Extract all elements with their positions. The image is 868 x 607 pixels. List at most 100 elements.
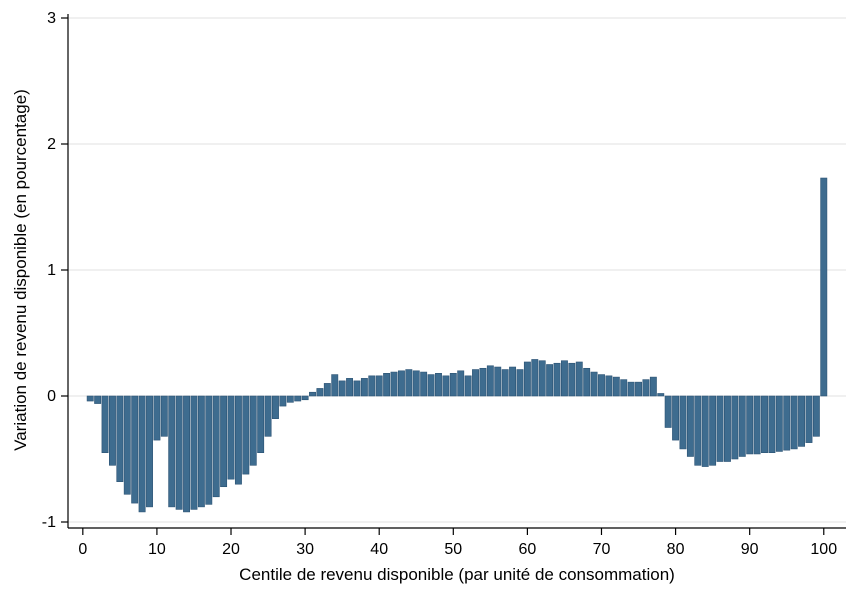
x-tick-label: 80 — [667, 541, 685, 558]
bar — [598, 374, 605, 397]
bar — [783, 395, 791, 451]
x-tick-label: 10 — [148, 541, 166, 558]
bar — [405, 369, 413, 397]
bar — [309, 391, 316, 397]
bar — [190, 395, 198, 510]
bar — [397, 370, 405, 397]
x-tick-label: 40 — [370, 541, 388, 558]
bar — [531, 359, 539, 397]
bar — [649, 376, 657, 397]
bar — [138, 395, 146, 513]
x-axis-title: Centile de revenu disponible (par unité … — [239, 565, 675, 584]
bar — [123, 395, 131, 495]
bar — [205, 395, 213, 505]
bar — [449, 373, 457, 397]
y-axis-title: Variation de revenu disponible (en pourc… — [11, 89, 30, 451]
bar — [227, 395, 235, 480]
bar — [472, 369, 479, 397]
bar — [501, 369, 509, 397]
bar — [86, 395, 94, 402]
bar — [775, 395, 783, 452]
bar — [701, 395, 709, 467]
bar — [338, 380, 346, 397]
y-tick-label: 0 — [47, 388, 56, 405]
y-tick-label: 3 — [47, 10, 56, 27]
bar — [323, 383, 331, 397]
bar — [716, 395, 724, 462]
bar — [538, 360, 546, 397]
bar — [798, 395, 805, 447]
bar — [457, 370, 465, 397]
bar — [723, 395, 731, 462]
bar — [672, 395, 680, 441]
bar — [509, 366, 517, 397]
bar — [234, 395, 242, 485]
bar — [553, 362, 561, 397]
bar — [523, 361, 531, 397]
bar — [435, 373, 442, 397]
bar — [620, 379, 628, 397]
bar — [146, 395, 153, 508]
bar — [738, 395, 746, 457]
bar — [583, 367, 591, 397]
bar — [479, 367, 487, 397]
bar — [612, 376, 620, 397]
bar — [316, 388, 324, 397]
bar — [590, 371, 598, 397]
bar — [279, 395, 287, 407]
bar — [116, 395, 124, 482]
bar — [257, 395, 265, 454]
bar — [183, 395, 190, 513]
bar — [642, 379, 650, 397]
bar — [627, 381, 635, 397]
x-tick-label: 100 — [810, 541, 837, 558]
bar — [420, 371, 428, 397]
bar — [761, 395, 768, 454]
bar — [768, 395, 776, 454]
bar — [249, 395, 257, 466]
bar — [805, 395, 813, 443]
bar — [390, 371, 398, 397]
bar — [790, 395, 798, 450]
bar — [331, 374, 339, 397]
bar — [212, 395, 220, 498]
bar — [464, 375, 472, 397]
bar — [94, 395, 102, 404]
x-tick-label: 90 — [741, 541, 759, 558]
bar — [560, 360, 568, 397]
bar — [746, 395, 754, 455]
bar — [360, 378, 368, 397]
bar — [220, 395, 228, 488]
bar — [264, 395, 272, 437]
bar — [301, 395, 309, 401]
x-tick-label: 0 — [78, 541, 87, 558]
x-tick-label: 20 — [222, 541, 240, 558]
bar — [375, 375, 383, 397]
bar — [412, 370, 420, 397]
bar — [753, 395, 761, 455]
bar — [242, 395, 250, 475]
bar — [568, 362, 576, 397]
bar — [686, 395, 694, 457]
x-tick-label: 70 — [593, 541, 611, 558]
bar — [353, 380, 361, 397]
x-tick-label: 30 — [296, 541, 314, 558]
bar — [486, 365, 494, 397]
bar — [657, 393, 665, 397]
bar — [709, 395, 717, 466]
bar — [383, 373, 391, 397]
bar — [442, 375, 450, 397]
x-tick-label: 60 — [518, 541, 536, 558]
y-tick-label: 1 — [47, 262, 56, 279]
bar — [109, 395, 116, 466]
bar — [272, 395, 279, 419]
bar — [605, 375, 613, 397]
bar — [101, 395, 109, 454]
bar — [153, 395, 161, 441]
bar — [494, 366, 502, 397]
y-tick-label: -1 — [42, 514, 56, 531]
bar — [427, 374, 435, 397]
bar — [664, 395, 672, 428]
x-tick-label: 50 — [444, 541, 462, 558]
